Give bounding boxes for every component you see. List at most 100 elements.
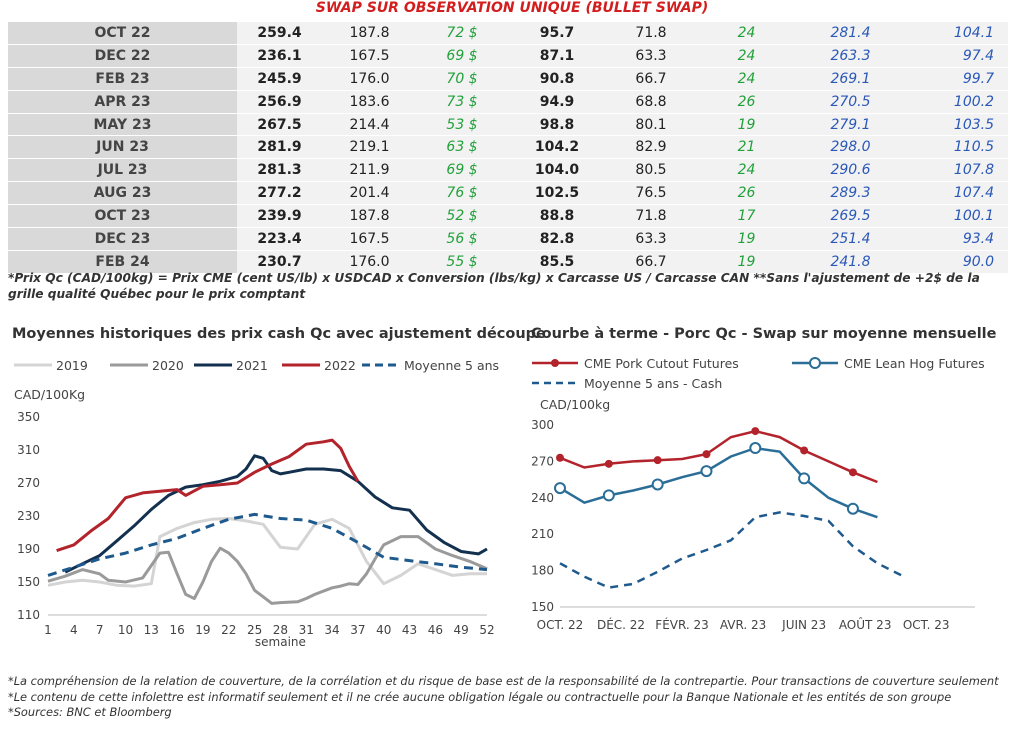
table-cell: 95.7: [507, 22, 607, 45]
data-point: [554, 482, 566, 495]
table-row: APR 23 256.9 183.6 73 $94.9 68.8 26 270.5 100.2: [8, 90, 1008, 114]
x-tick-label: 40: [376, 623, 391, 637]
table-cell: 298.0: [798, 135, 903, 159]
x-tick-label: 31: [299, 623, 314, 637]
table-cell: 279.1: [798, 113, 903, 136]
x-tick-label: 43: [402, 623, 417, 637]
table-row: JUN 23 281.9 219.1 63 $104.2 82.9 21 298.0 110.…: [8, 135, 1008, 159]
table-cell: 245.9: [237, 67, 322, 91]
table-cell: 176.0: [322, 67, 417, 91]
table-cell: 90.0: [903, 250, 1008, 274]
x-tick-label: 37: [350, 623, 365, 637]
table-row: DEC 23 223.4 167.5 56 $82.8 63.3 19 251.4 93.4: [8, 227, 1008, 251]
legend-label: Moyenne 5 ans: [404, 358, 499, 373]
table-cell: 19: [695, 227, 798, 251]
legend-label: Moyenne 5 ans - Cash: [584, 376, 722, 391]
chart-historical-cash: 2019 2020 2021 2022 Moyenne 5 ansCAD/100Kg11…: [14, 358, 499, 649]
table-cell: 223.4: [237, 227, 322, 251]
table-cell: 69 $: [417, 44, 507, 68]
x-tick-label: 28: [273, 623, 288, 637]
table-note: *Prix Qc (CAD/100kg) = Prix CME (cent US…: [8, 271, 980, 301]
chart2-title: Courbe à terme - Porc Qc - Swap sur moye…: [531, 326, 997, 342]
legend-label: CME Lean Hog Futures: [844, 356, 985, 371]
y-tick-label: 350: [17, 410, 40, 424]
table-cell: 263.3: [798, 44, 903, 68]
series-line-2020: [47, 535, 488, 605]
chart1-title: Moyennes historiques des prix cash Qc av…: [12, 326, 546, 342]
series-line-avg5: [559, 511, 903, 589]
table-row: FEB 23 245.9 176.0 70 $90.8 66.7 24 269.1 99.7: [8, 67, 1008, 91]
table-cell: 98.8: [507, 113, 607, 136]
x-tick-label: 22: [221, 623, 236, 637]
series-line-2021: [64, 454, 488, 574]
y-tick-label: 110: [17, 608, 40, 622]
y-tick-label: 240: [531, 491, 554, 505]
data-point: [556, 453, 564, 462]
table-cell: 269.1: [798, 67, 903, 91]
table-row: JUL 23 281.3 211.9 69 $104.0 80.5 24 290.6 107.…: [8, 158, 1008, 182]
series-line-moyenne-5-ans: [47, 512, 488, 577]
series-line-2019: [47, 517, 487, 588]
data-point: [653, 456, 662, 465]
table-cell: 87.1: [507, 44, 607, 68]
footnote-1: *La compréhension de la relation de couv…: [8, 674, 999, 688]
x-tick-label: 13: [144, 623, 159, 637]
table-cell: 167.5: [322, 227, 417, 251]
table-cell: 104.1: [903, 22, 1008, 45]
table-cell: 24: [695, 67, 798, 91]
data-point: [800, 446, 809, 455]
footnote-3: *Sources: BNC et Bloomberg: [8, 705, 172, 719]
table-cell: 187.8: [322, 22, 417, 45]
table-cell: 55 $: [417, 250, 507, 274]
x-tick-label: 46: [428, 623, 443, 637]
series-line-leanhog: [559, 446, 878, 519]
x-tick-label: 34: [324, 623, 339, 637]
table-cell: 63.3: [607, 44, 695, 68]
table-cell: 167.5: [322, 44, 417, 68]
table-row: MAY 23 267.5 214.4 53 $98.8 80.1 19 279.1 103.5: [8, 113, 1008, 136]
y-tick-label: 270: [17, 476, 40, 490]
x-tick-label: 52: [479, 623, 494, 637]
table-cell: 267.5: [237, 113, 322, 136]
legend-marker: [809, 357, 821, 369]
swap-table-title: SWAP SUR OBSERVATION UNIQUE (BULLET SWAP…: [315, 0, 709, 16]
y-tick-label: 210: [531, 527, 554, 541]
table-cell: 281.3: [237, 158, 322, 182]
table-cell: 72 $: [417, 22, 507, 45]
x-tick-label: 25: [247, 623, 262, 637]
x-tick-label: 49: [454, 623, 469, 637]
x-tick-label: 19: [195, 623, 210, 637]
table-cell: 71.8: [607, 204, 695, 228]
table-cell: 270.5: [798, 90, 903, 114]
data-point: [604, 459, 613, 468]
table-cell: 187.8: [322, 204, 417, 228]
table-cell: 99.7: [903, 67, 1008, 91]
table-cell: OCT 22: [8, 22, 237, 45]
table-cell: DEC 22: [8, 44, 237, 68]
y-axis-label: CAD/100Kg: [14, 387, 85, 402]
x-tick-label: DÉC. 22: [597, 617, 645, 632]
table-cell: 259.4: [237, 22, 322, 45]
table-cell: 239.9: [237, 204, 322, 228]
table-cell: 102.5: [507, 181, 607, 205]
table-cell: 21: [695, 135, 798, 159]
x-tick-label: 16: [169, 623, 184, 637]
data-point: [846, 502, 859, 515]
table-cell: 24: [695, 158, 798, 182]
table-cell: FEB 23: [8, 67, 237, 91]
table-cell: 26: [695, 90, 798, 114]
table-cell: 80.5: [607, 158, 695, 182]
table-cell: 219.1: [322, 135, 417, 159]
table-cell: 63 $: [417, 135, 507, 159]
table-cell: DEC 23: [8, 227, 237, 251]
legend-label: 2022: [324, 358, 356, 373]
x-tick-label: JUIN 23: [781, 618, 826, 632]
table-cell: FEB 24: [8, 250, 237, 274]
x-tick-label: 1: [44, 623, 52, 637]
table-cell: 281.9: [237, 135, 322, 159]
y-tick-label: 190: [17, 542, 40, 556]
data-point: [602, 489, 615, 502]
legend-label: CME Pork Cutout Futures: [584, 356, 739, 371]
y-tick-label: 270: [531, 454, 554, 468]
table-cell: 73 $: [417, 90, 507, 114]
